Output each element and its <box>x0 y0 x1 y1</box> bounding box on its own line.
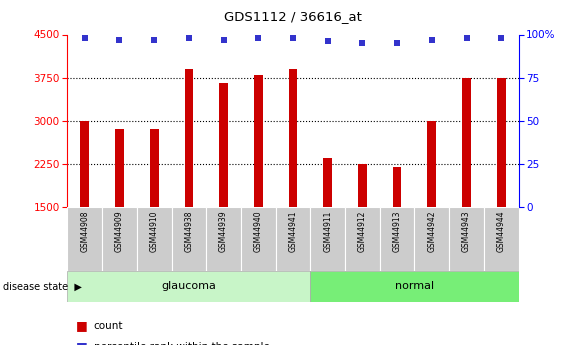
Bar <box>275 207 311 271</box>
Bar <box>497 78 506 207</box>
Bar <box>414 207 449 271</box>
Bar <box>137 207 172 271</box>
Text: normal: normal <box>395 282 434 291</box>
Bar <box>206 207 241 271</box>
Bar <box>67 207 102 271</box>
Bar <box>185 69 193 207</box>
Bar <box>289 69 297 207</box>
Text: GSM44938: GSM44938 <box>185 210 193 252</box>
Bar <box>311 207 345 271</box>
Text: GSM44939: GSM44939 <box>219 210 228 252</box>
Bar <box>462 78 471 207</box>
Text: GSM44911: GSM44911 <box>323 210 332 252</box>
Bar <box>358 164 367 207</box>
Bar <box>323 158 332 207</box>
Bar <box>102 207 137 271</box>
Bar <box>80 121 89 207</box>
Bar <box>428 121 436 207</box>
Bar <box>67 271 311 302</box>
Text: GSM44940: GSM44940 <box>254 210 263 252</box>
Text: ■: ■ <box>76 340 88 345</box>
Bar <box>311 271 519 302</box>
Text: GSM44912: GSM44912 <box>358 210 367 252</box>
Text: GSM44944: GSM44944 <box>497 210 506 252</box>
Text: GDS1112 / 36616_at: GDS1112 / 36616_at <box>224 10 362 23</box>
Bar <box>150 129 158 207</box>
Text: ■: ■ <box>76 319 88 333</box>
Text: glaucoma: glaucoma <box>161 282 216 291</box>
Text: GSM44908: GSM44908 <box>80 210 89 252</box>
Bar <box>172 207 206 271</box>
Text: disease state  ▶: disease state ▶ <box>3 282 82 291</box>
Bar <box>449 207 484 271</box>
Bar <box>484 207 519 271</box>
Text: percentile rank within the sample: percentile rank within the sample <box>94 342 270 345</box>
Text: GSM44913: GSM44913 <box>393 210 401 252</box>
Bar <box>115 129 124 207</box>
Text: GSM44910: GSM44910 <box>149 210 159 252</box>
Text: GSM44943: GSM44943 <box>462 210 471 252</box>
Bar <box>380 207 414 271</box>
Text: GSM44909: GSM44909 <box>115 210 124 252</box>
Bar <box>345 207 380 271</box>
Text: count: count <box>94 321 123 331</box>
Bar <box>254 75 263 207</box>
Text: GSM44941: GSM44941 <box>288 210 298 252</box>
Bar <box>219 83 228 207</box>
Bar <box>393 167 401 207</box>
Bar <box>241 207 275 271</box>
Text: GSM44942: GSM44942 <box>427 210 437 252</box>
